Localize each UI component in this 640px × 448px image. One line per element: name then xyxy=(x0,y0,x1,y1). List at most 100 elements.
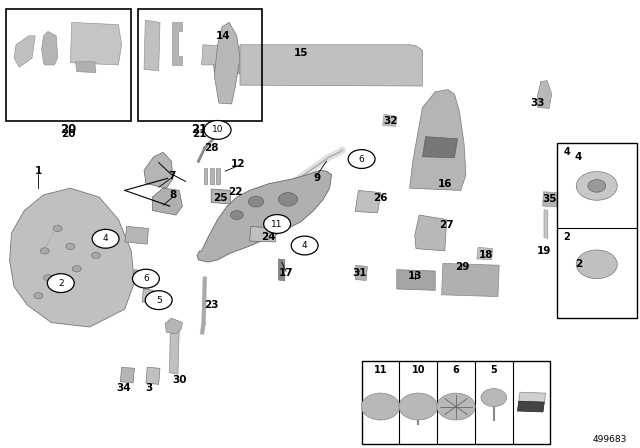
Polygon shape xyxy=(410,90,466,190)
Text: 29: 29 xyxy=(455,262,469,271)
Text: 34: 34 xyxy=(116,383,131,393)
Circle shape xyxy=(230,211,243,220)
Text: 16: 16 xyxy=(438,179,452,189)
Text: 23: 23 xyxy=(204,300,218,310)
Polygon shape xyxy=(204,168,207,184)
Polygon shape xyxy=(213,64,240,74)
Circle shape xyxy=(481,388,507,407)
Polygon shape xyxy=(214,22,240,104)
Circle shape xyxy=(576,250,617,279)
Circle shape xyxy=(132,269,159,288)
Text: 4: 4 xyxy=(575,152,582,162)
Text: 4: 4 xyxy=(563,147,570,157)
Text: 11: 11 xyxy=(271,220,283,228)
Polygon shape xyxy=(216,168,220,184)
Text: 15: 15 xyxy=(294,48,308,58)
Circle shape xyxy=(44,275,52,281)
Text: 11: 11 xyxy=(374,366,387,375)
Text: 35: 35 xyxy=(542,194,556,204)
Polygon shape xyxy=(240,45,422,86)
Circle shape xyxy=(348,150,375,168)
Text: 21: 21 xyxy=(193,129,207,139)
Circle shape xyxy=(92,252,100,258)
Polygon shape xyxy=(152,188,182,215)
Polygon shape xyxy=(144,152,173,188)
Text: 6: 6 xyxy=(452,366,460,375)
Polygon shape xyxy=(10,188,134,327)
Text: 8: 8 xyxy=(169,190,177,200)
Circle shape xyxy=(72,266,81,272)
Text: 20: 20 xyxy=(60,123,77,137)
Text: 12: 12 xyxy=(231,159,245,168)
Text: 21: 21 xyxy=(191,123,208,137)
Circle shape xyxy=(145,291,172,310)
Circle shape xyxy=(66,243,75,250)
Text: 6: 6 xyxy=(359,155,364,164)
Text: 6: 6 xyxy=(143,274,148,283)
Text: 3: 3 xyxy=(145,383,152,393)
Polygon shape xyxy=(250,226,276,242)
Polygon shape xyxy=(278,259,285,281)
Text: 2: 2 xyxy=(575,259,582,269)
Text: 4: 4 xyxy=(302,241,307,250)
Text: 19: 19 xyxy=(537,246,551,256)
Polygon shape xyxy=(146,367,160,384)
Text: 7: 7 xyxy=(168,171,175,181)
Text: 20: 20 xyxy=(61,129,76,139)
Text: 18: 18 xyxy=(479,250,493,260)
Text: 499683: 499683 xyxy=(593,435,627,444)
Text: 32: 32 xyxy=(383,116,397,126)
Text: 25: 25 xyxy=(214,193,228,203)
Polygon shape xyxy=(397,270,435,290)
Polygon shape xyxy=(172,22,182,65)
Polygon shape xyxy=(120,367,134,383)
Circle shape xyxy=(92,229,119,248)
Polygon shape xyxy=(383,114,397,126)
Circle shape xyxy=(53,225,62,232)
Text: 4: 4 xyxy=(103,234,108,243)
Circle shape xyxy=(248,196,264,207)
Text: 10: 10 xyxy=(412,366,425,375)
Polygon shape xyxy=(70,22,122,65)
Text: 1: 1 xyxy=(35,166,42,176)
Polygon shape xyxy=(144,20,160,71)
Text: 5: 5 xyxy=(156,296,161,305)
Circle shape xyxy=(40,248,49,254)
Polygon shape xyxy=(76,62,96,73)
Polygon shape xyxy=(518,401,545,412)
Polygon shape xyxy=(142,289,154,303)
Text: 2: 2 xyxy=(58,279,63,288)
Text: 22: 22 xyxy=(228,187,242,197)
Circle shape xyxy=(47,274,74,293)
Text: 33: 33 xyxy=(531,98,545,108)
Polygon shape xyxy=(14,36,35,67)
Polygon shape xyxy=(197,170,332,262)
Text: 26: 26 xyxy=(373,194,387,203)
Circle shape xyxy=(399,393,438,420)
Polygon shape xyxy=(165,318,182,334)
Polygon shape xyxy=(543,192,557,207)
Text: 5: 5 xyxy=(490,366,497,375)
Text: 28: 28 xyxy=(204,143,218,153)
Polygon shape xyxy=(202,45,251,65)
Polygon shape xyxy=(415,215,447,251)
Circle shape xyxy=(436,393,475,420)
Polygon shape xyxy=(519,392,545,403)
Polygon shape xyxy=(477,247,493,260)
Circle shape xyxy=(278,193,298,206)
Polygon shape xyxy=(355,265,367,280)
Polygon shape xyxy=(210,168,214,184)
Polygon shape xyxy=(538,81,552,108)
Circle shape xyxy=(291,236,318,255)
Text: 9: 9 xyxy=(313,173,321,183)
Polygon shape xyxy=(544,210,548,238)
Polygon shape xyxy=(442,263,499,297)
Circle shape xyxy=(588,180,605,192)
Polygon shape xyxy=(125,226,148,244)
Text: 10: 10 xyxy=(212,125,223,134)
Circle shape xyxy=(204,121,231,139)
Circle shape xyxy=(576,172,617,200)
Circle shape xyxy=(361,393,399,420)
Polygon shape xyxy=(422,137,458,158)
Polygon shape xyxy=(211,189,230,204)
